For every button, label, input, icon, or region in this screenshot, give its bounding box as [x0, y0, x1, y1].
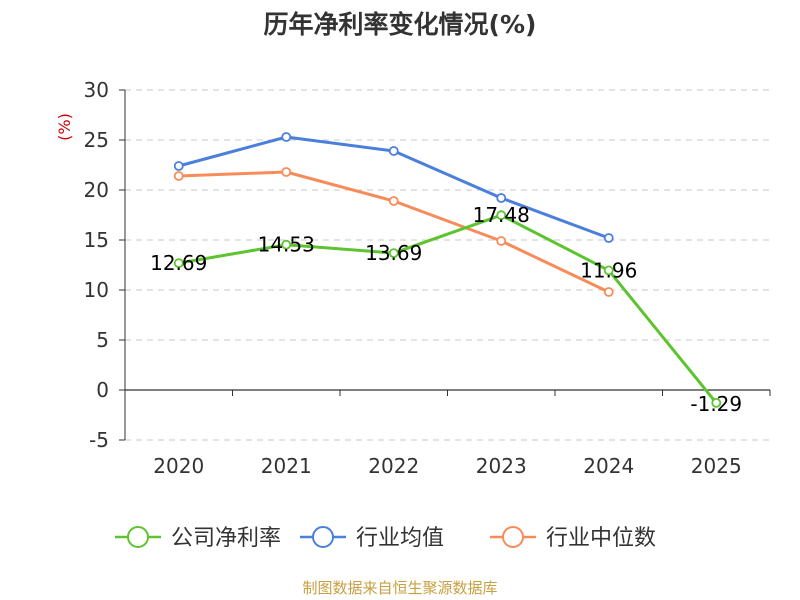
- y-tick-label: 15: [84, 228, 109, 252]
- y-tick-label: -5: [89, 428, 109, 452]
- series-industry-mean: [175, 133, 613, 242]
- x-tick-label: 2023: [476, 454, 527, 478]
- y-tick-label: 30: [84, 78, 109, 102]
- legend-marker-icon: [503, 527, 523, 547]
- data-label: 11.96: [580, 258, 637, 282]
- data-label: 17.48: [473, 203, 530, 227]
- data-label: 13.69: [365, 241, 422, 265]
- series-industry-median: [175, 168, 613, 296]
- legend-label: 行业均值: [356, 526, 444, 551]
- x-tick-label: 2020: [153, 454, 204, 478]
- legend-label: 行业中位数: [546, 526, 656, 551]
- x-tick-labels: 2020 2021 2022 2023 2024 2025: [153, 454, 741, 478]
- legend-marker-icon: [128, 527, 148, 547]
- data-point: [390, 147, 398, 155]
- x-tick-label: 2021: [261, 454, 312, 478]
- y-tick-label: 25: [84, 128, 109, 152]
- y-tick-label: 5: [96, 328, 109, 352]
- legend-label: 公司净利率: [171, 526, 281, 551]
- y-tick-label: 10: [84, 278, 109, 302]
- x-tick-label: 2022: [368, 454, 419, 478]
- data-point: [497, 237, 505, 245]
- data-point: [390, 197, 398, 205]
- data-label: 14.53: [258, 233, 315, 257]
- grid-lines: [125, 90, 770, 440]
- x-tick-label: 2024: [583, 454, 634, 478]
- data-label: 12.69: [150, 251, 207, 275]
- net-margin-line-chart: 历年净利率变化情况(%) (%) 30 25 20 15 10 5 0 -5 2020 2021…: [0, 0, 800, 600]
- y-tick-label: 0: [96, 378, 109, 402]
- data-point: [175, 172, 183, 180]
- data-point: [175, 162, 183, 170]
- y-axis-unit-label: (%): [55, 113, 74, 141]
- data-point: [605, 288, 613, 296]
- series-lines: [175, 133, 721, 407]
- y-tick-labels: 30 25 20 15 10 5 0 -5: [84, 78, 109, 452]
- data-point: [282, 133, 290, 141]
- legend[interactable]: 公司净利率 行业均值 行业中位数: [115, 526, 656, 551]
- legend-marker-icon: [313, 527, 333, 547]
- legend-item[interactable]: 行业中位数: [490, 526, 656, 551]
- legend-item[interactable]: 行业均值: [300, 526, 444, 551]
- data-source-note: 制图数据来自恒生聚源数据库: [302, 579, 497, 597]
- axes: [119, 90, 770, 440]
- data-point: [497, 194, 505, 202]
- legend-item[interactable]: 公司净利率: [115, 526, 281, 551]
- data-point: [282, 168, 290, 176]
- series-company-net-margin: [175, 211, 721, 407]
- data-label: -1.29: [690, 392, 742, 416]
- data-point: [605, 234, 613, 242]
- chart-title: 历年净利率变化情况(%): [264, 10, 537, 39]
- y-tick-label: 20: [84, 178, 109, 202]
- x-tick-label: 2025: [691, 454, 742, 478]
